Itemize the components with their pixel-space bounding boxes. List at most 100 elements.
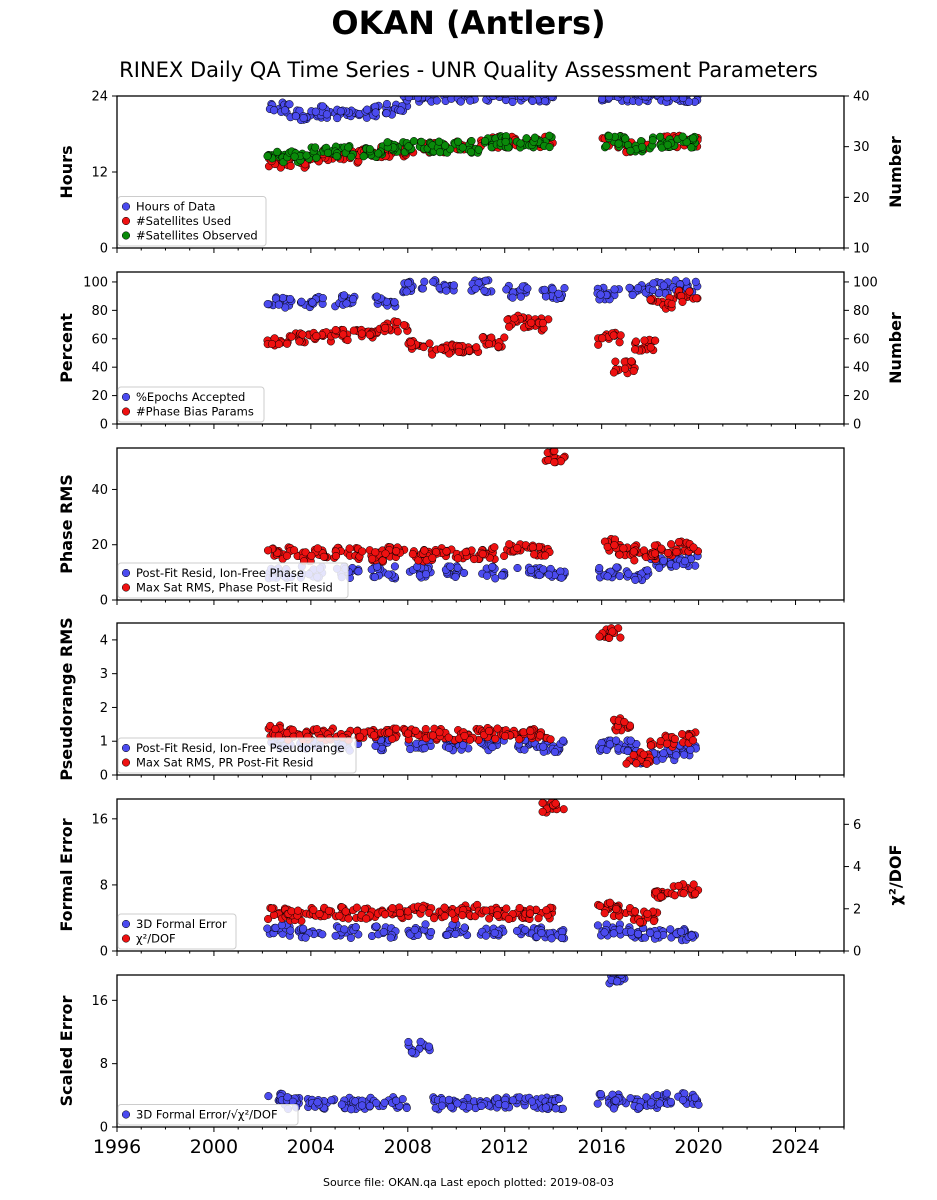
data-point (425, 339, 434, 348)
data-point (263, 924, 272, 933)
data-point (535, 731, 545, 740)
data-point (286, 161, 295, 171)
data-point (393, 317, 402, 327)
data-point (646, 295, 655, 304)
data-point (614, 139, 623, 148)
data-point (485, 914, 494, 923)
data-point (453, 554, 462, 563)
data-point (460, 88, 468, 96)
data-point (313, 544, 322, 553)
data-point (411, 726, 420, 735)
data-point (383, 138, 392, 147)
legend-label: %Epochs Accepted (136, 390, 245, 404)
data-point (390, 562, 399, 571)
data-point (379, 927, 388, 937)
data-point (460, 731, 469, 740)
data-point (410, 925, 419, 934)
data-point (631, 575, 640, 584)
data-point (302, 151, 311, 160)
data-point (494, 342, 503, 351)
data-point (629, 547, 638, 556)
data-point (595, 901, 605, 911)
y-tick-label: 40 (91, 361, 108, 376)
data-point (446, 562, 455, 571)
data-point (546, 735, 555, 744)
data-point (528, 96, 537, 106)
data-point (349, 295, 358, 304)
data-point (612, 736, 621, 745)
y-axis-label: Formal Error (57, 818, 76, 931)
data-point (421, 570, 431, 579)
data-point (617, 975, 626, 979)
data-point (611, 1096, 620, 1105)
panel-2: 0 20 40 60 80 100 0 20 40 60 80 100 Percent Number %Ep… (57, 271, 905, 433)
data-point (558, 1104, 567, 1113)
series-2 (264, 799, 703, 928)
data-point (491, 574, 500, 583)
x-tick-label: 1996 (93, 1136, 141, 1158)
data-point (675, 87, 683, 95)
legend-marker (121, 583, 131, 592)
data-point (638, 142, 647, 151)
data-point (299, 924, 308, 933)
data-point (427, 87, 435, 95)
figure-title: OKAN (Antlers) (331, 4, 606, 42)
data-point (643, 566, 652, 575)
data-point (554, 289, 563, 298)
x-tick-label: 2024 (771, 1136, 819, 1158)
data-point (609, 929, 618, 938)
data-point (333, 114, 342, 123)
legend-marker (121, 216, 131, 226)
data-point (283, 339, 292, 348)
data-point (291, 112, 300, 121)
data-point (396, 106, 405, 115)
data-point (365, 145, 374, 154)
data-point (477, 1101, 486, 1110)
data-point (609, 368, 618, 377)
data-point (404, 729, 413, 738)
data-point (670, 96, 679, 102)
data-point (427, 927, 436, 937)
data-point (596, 1090, 605, 1099)
data-point (537, 928, 546, 938)
data-point (649, 917, 658, 926)
data-point (342, 299, 351, 308)
data-point (609, 975, 617, 978)
data-point (678, 730, 687, 739)
data-point (615, 338, 624, 347)
data-point (430, 914, 439, 923)
data-point (659, 281, 668, 290)
data-point (471, 284, 480, 293)
legend-label: 3D Formal Error (136, 917, 227, 931)
data-point (642, 1093, 651, 1102)
data-point (406, 338, 415, 347)
data-point (640, 336, 649, 345)
data-point (685, 287, 694, 296)
data-point (672, 547, 681, 557)
data-point (382, 99, 391, 109)
data-point (445, 87, 453, 95)
data-point (453, 1099, 462, 1108)
data-point (474, 145, 483, 154)
data-point (680, 557, 689, 566)
data-point (491, 734, 500, 743)
data-point (619, 544, 628, 553)
data-point (468, 87, 476, 95)
data-point (527, 1097, 537, 1106)
data-point (527, 318, 536, 327)
data-point (653, 88, 661, 96)
figure-subtitle: RINEX Daily QA Time Series - UNR Quality… (119, 58, 818, 82)
y2-tick-label: 100 (853, 275, 878, 290)
y-tick-label: 100 (83, 275, 108, 290)
data-point (322, 110, 331, 119)
data-point (399, 88, 407, 96)
data-point (600, 909, 609, 918)
series-1 (265, 87, 702, 125)
data-point (646, 928, 655, 937)
data-point (596, 290, 605, 299)
data-point (370, 573, 379, 582)
y2-tick-label: 30 (853, 140, 870, 155)
data-point (691, 561, 700, 570)
data-point (428, 553, 437, 562)
data-point (381, 323, 390, 332)
